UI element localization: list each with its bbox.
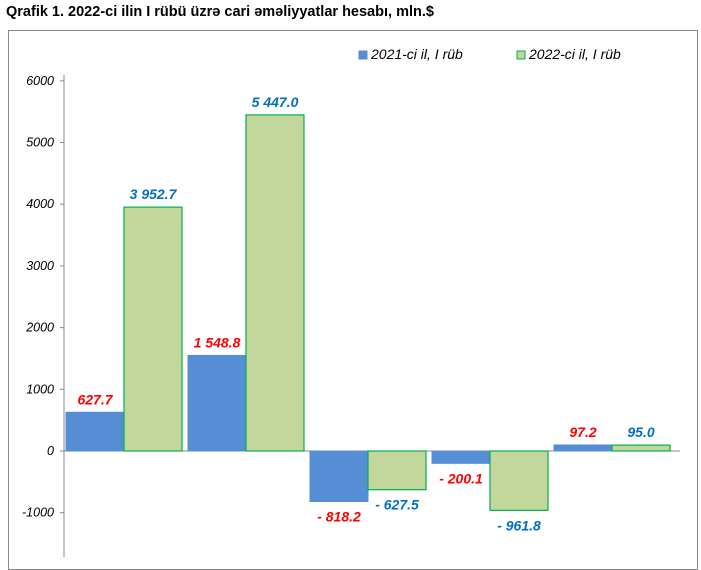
y-tick-label: 5000 <box>26 136 54 150</box>
data-label-2022: 5 447.0 <box>252 94 299 110</box>
data-label-2022: - 961.8 <box>497 517 541 533</box>
data-label-2022: - 627.5 <box>375 497 419 513</box>
legend-swatch-2021 <box>358 50 368 60</box>
data-label-2022: 3 952.7 <box>130 186 178 202</box>
y-tick-label: 0 <box>47 444 54 458</box>
y-tick-label: 6000 <box>26 74 54 88</box>
bar-2021 <box>65 411 125 452</box>
legend-label-2022: 2022-ci il, I rüb <box>528 46 621 62</box>
data-label-2021: - 200.1 <box>439 470 483 486</box>
bar-2022 <box>489 450 549 511</box>
data-label-2022: 95.0 <box>627 424 654 440</box>
bar-2022 <box>611 444 671 452</box>
legend-label-2021: 2021-ci il, I rüb <box>370 46 463 62</box>
legend-swatch-2022 <box>516 50 526 60</box>
data-label-2021: - 818.2 <box>317 508 361 524</box>
y-tick-label: 4000 <box>26 197 54 211</box>
bar-chart: 6000 5000 4000 3000 2000 1000 0 -1000 627.7 3 952… <box>22 46 680 557</box>
bar-2021 <box>187 354 247 452</box>
bar-2022 <box>245 114 305 452</box>
y-tick-label: 1000 <box>26 382 54 396</box>
y-tick-label: -1000 <box>22 506 54 520</box>
y-tick-label: 2000 <box>25 321 54 335</box>
bar-2021 <box>553 444 613 452</box>
bar-2021 <box>309 450 369 502</box>
y-tick-label: 3000 <box>26 259 54 273</box>
data-label-2021: 97.2 <box>569 424 596 440</box>
bar-2022 <box>367 450 427 491</box>
bar-2021 <box>431 450 491 464</box>
bar-2022 <box>123 206 183 452</box>
data-label-2021: 627.7 <box>77 391 113 407</box>
data-label-2021: 1 548.8 <box>194 334 241 350</box>
chart-title: Qrafik 1. 2022-ci ilin I rübü üzrə cari … <box>6 4 434 20</box>
